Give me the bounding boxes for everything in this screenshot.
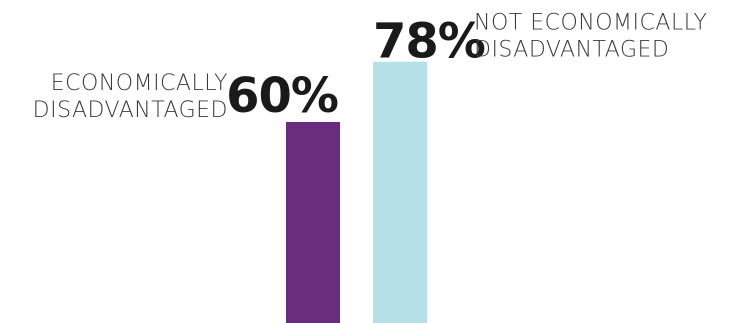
category-label-economically-disadvantaged-line2: DISADVANTAGED	[33, 98, 228, 123]
bar-economically-disadvantaged	[286, 122, 340, 323]
category-label-not-economically-disadvantaged-line1: NOT ECONOMICALLY	[474, 11, 707, 36]
bar-not-economically-disadvantaged	[373, 61, 427, 323]
value-label-economically-disadvantaged: 60%	[226, 68, 338, 124]
category-label-economically-disadvantaged-line1: ECONOMICALLY	[51, 71, 228, 96]
value-label-not-economically-disadvantaged: 78%	[373, 14, 485, 70]
category-label-not-economically-disadvantaged-line2: DISADVANTAGED	[474, 38, 669, 63]
